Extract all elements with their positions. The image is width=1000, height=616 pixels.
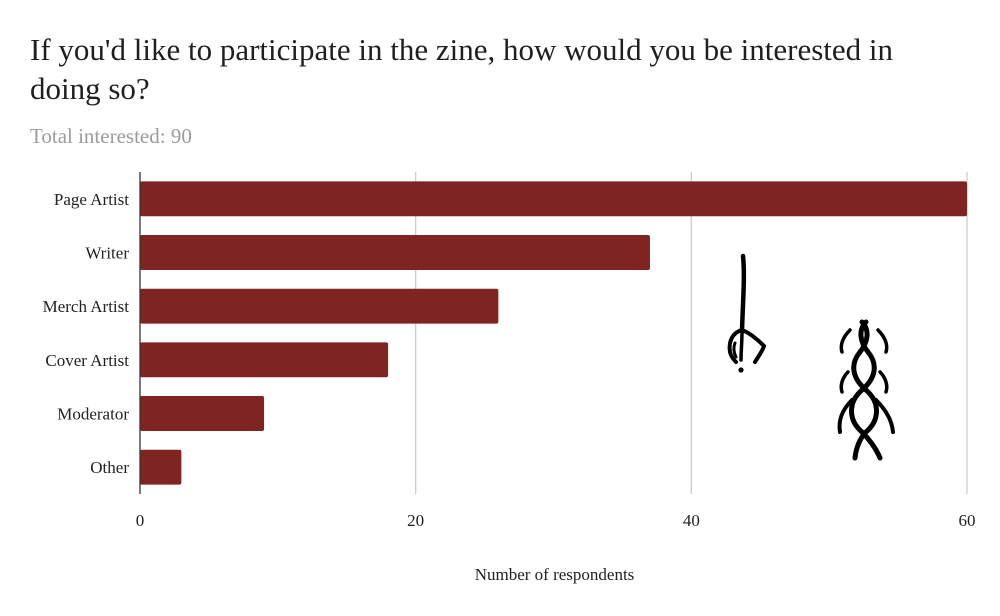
bar	[140, 342, 389, 378]
x-axis-title: Number of respondents	[475, 565, 635, 584]
bar	[140, 449, 182, 485]
labels: 0 20 40 60 Page Artist Writer Merch Artist Cove…	[43, 190, 976, 584]
x-tick-label: 20	[407, 511, 424, 530]
decorative-glyph-icon	[727, 253, 767, 373]
category-label: Other	[90, 458, 129, 477]
category-label: Page Artist	[54, 190, 129, 209]
decorative-glyphs	[727, 253, 895, 461]
bars	[140, 181, 967, 485]
bar	[140, 181, 967, 217]
x-tick-label: 60	[959, 511, 976, 530]
bar	[140, 235, 650, 270]
category-label: Writer	[85, 244, 129, 263]
category-label: Merch Artist	[43, 297, 130, 316]
chart-title: If you'd like to participate in the zine…	[30, 32, 894, 106]
chart-subtitle: Total interested: 90	[30, 124, 192, 148]
category-label: Cover Artist	[45, 351, 129, 370]
category-label: Moderator	[57, 405, 129, 424]
x-tick-label: 0	[136, 511, 145, 530]
gridlines	[415, 172, 968, 494]
bar	[140, 396, 265, 431]
x-tick-label: 40	[683, 511, 700, 530]
bar	[140, 288, 499, 324]
decorative-sigil-icon	[837, 319, 895, 461]
